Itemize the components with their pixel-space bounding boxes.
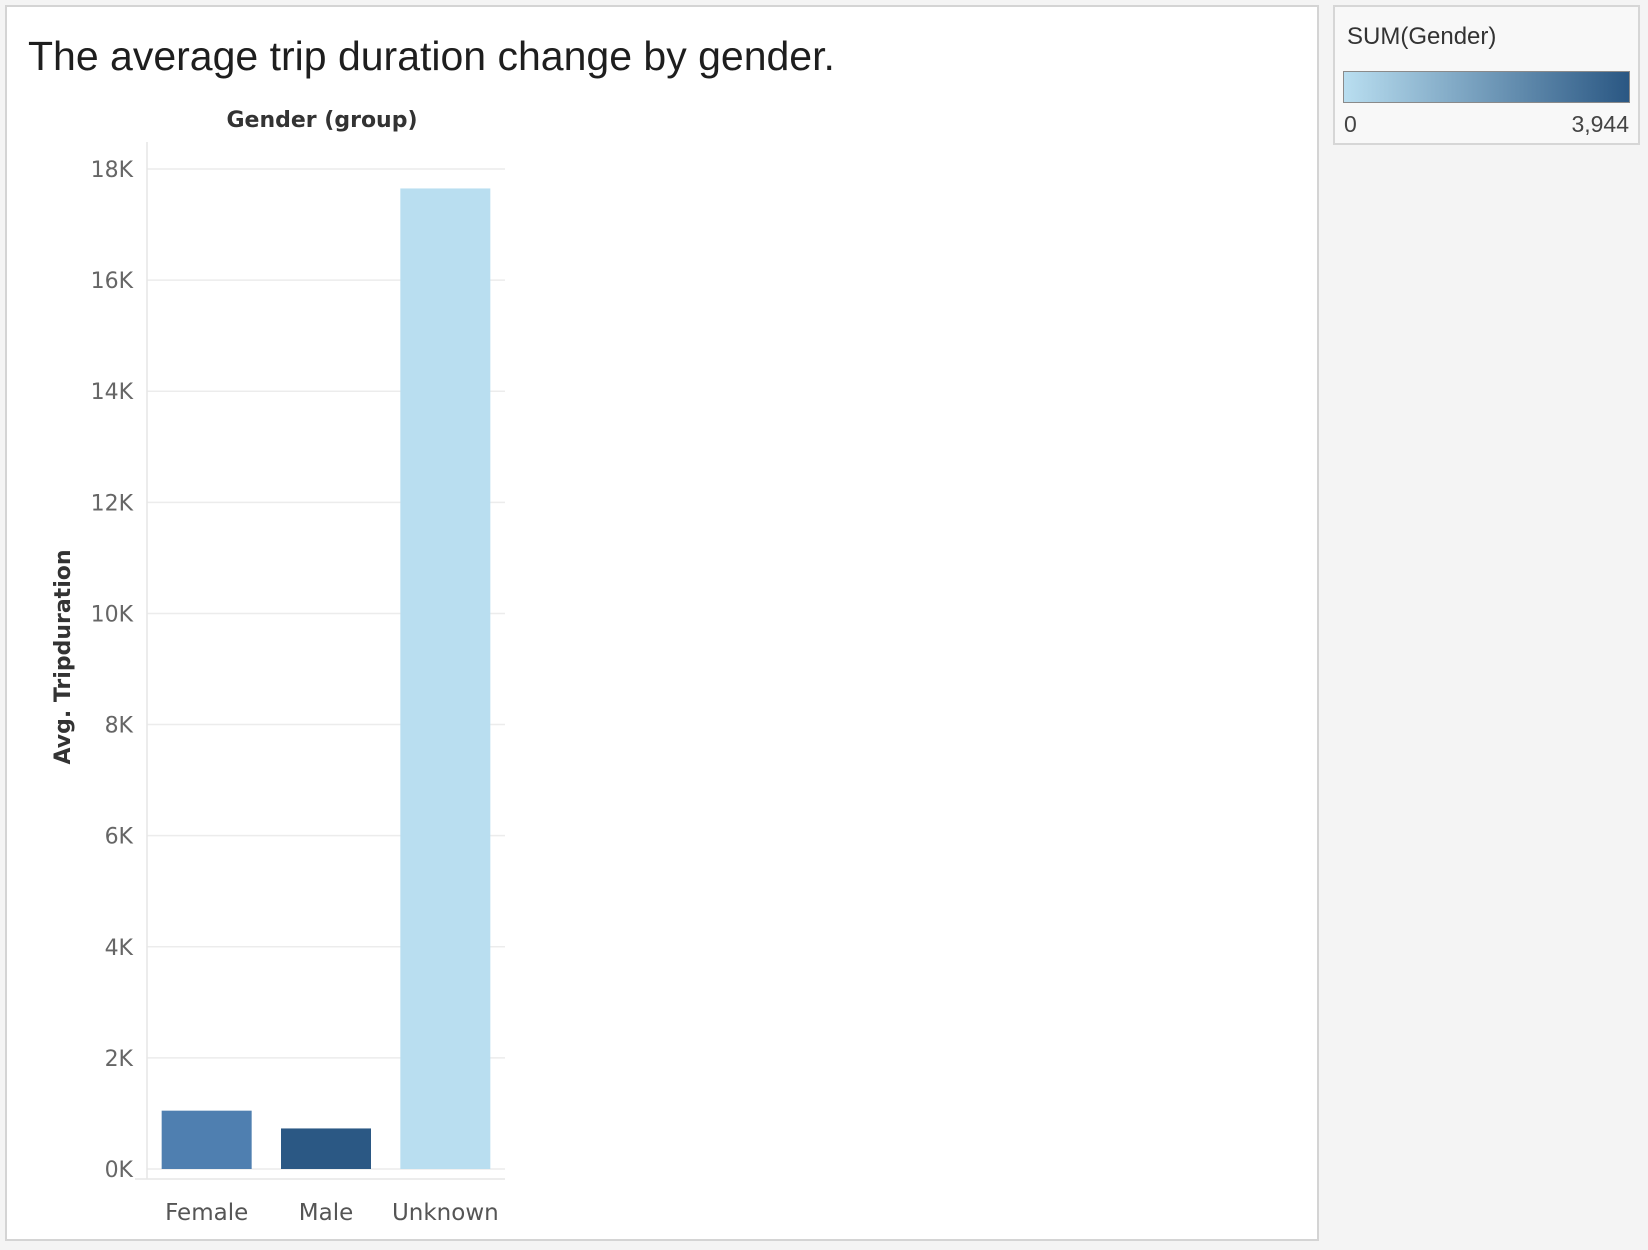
y-tick-label: 16K <box>91 269 134 294</box>
y-tick-label: 2K <box>105 1047 134 1072</box>
legend-color-ramp <box>1343 71 1630 103</box>
y-tick-label: 18K <box>91 158 134 183</box>
y-tick-label: 4K <box>105 936 134 961</box>
y-axis-ticks: 0K 2K 4K 6K 8K 10K 12K 14K 16K 18K <box>91 158 134 1183</box>
bar-male[interactable] <box>281 1128 371 1169</box>
x-category-label: Unknown <box>392 1200 499 1226</box>
legend-max-label: 3,944 <box>1571 111 1629 137</box>
viz-panel: The average trip duration change by gend… <box>5 5 1319 1241</box>
gridlines <box>135 142 505 1180</box>
bar-female[interactable] <box>161 1110 252 1169</box>
bar-chart: Gender (group) Avg. Tripduration 0K 2K 4K 6… <box>51 108 505 1226</box>
y-tick-label: 14K <box>91 380 134 405</box>
color-legend: SUM(Gender) 0 3,944 <box>1333 5 1640 145</box>
legend-title: SUM(Gender) <box>1347 23 1497 50</box>
y-tick-label: 10K <box>91 602 134 627</box>
bar-unknown[interactable] <box>400 188 491 1169</box>
y-tick-label: 0K <box>105 1158 134 1183</box>
x-category-label: Female <box>165 1200 248 1226</box>
column-header: Gender (group) <box>226 108 417 133</box>
bars <box>161 188 491 1169</box>
legend-min-label: 0 <box>1344 111 1357 137</box>
y-tick-label: 8K <box>105 714 134 739</box>
chart-title: The average trip duration change by gend… <box>28 33 835 79</box>
y-axis-label: Avg. Tripduration <box>51 549 76 764</box>
y-tick-label: 12K <box>91 491 134 516</box>
y-tick-label: 6K <box>105 825 134 850</box>
x-axis-labels: Female Male Unknown <box>165 1200 499 1226</box>
x-category-label: Male <box>299 1200 353 1226</box>
